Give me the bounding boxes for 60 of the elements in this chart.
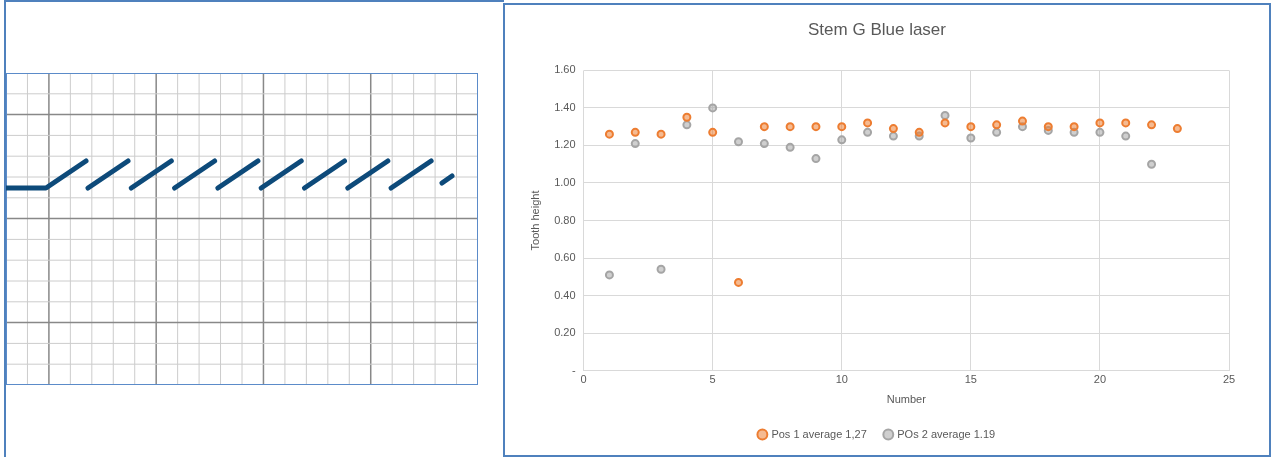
point bbox=[785, 142, 795, 152]
point bbox=[1069, 122, 1079, 132]
x-tick-label: 5 bbox=[709, 373, 716, 386]
y-tick-label: 0.80 bbox=[554, 213, 576, 226]
y-tick-label: 1.20 bbox=[554, 138, 576, 151]
point bbox=[656, 129, 666, 139]
x-tick-label: 0 bbox=[580, 373, 587, 386]
point bbox=[940, 110, 950, 120]
point bbox=[888, 131, 898, 141]
point bbox=[966, 122, 976, 132]
point bbox=[888, 124, 898, 134]
point bbox=[863, 118, 873, 128]
point bbox=[604, 129, 614, 139]
legend-label: Pos 1 average 1,27 bbox=[771, 427, 867, 440]
point bbox=[1147, 159, 1157, 169]
point bbox=[656, 264, 666, 274]
x-tick-label: 25 bbox=[1222, 373, 1236, 386]
y-tick-label: 0.40 bbox=[554, 288, 576, 301]
point bbox=[1121, 118, 1131, 128]
x-axis-title: Number bbox=[886, 393, 927, 406]
point bbox=[785, 122, 795, 132]
y-tick-label: 1.60 bbox=[554, 63, 576, 76]
point bbox=[863, 127, 873, 137]
point bbox=[1147, 120, 1157, 130]
y-tick-label: 1.00 bbox=[554, 176, 576, 189]
point bbox=[708, 103, 718, 113]
point bbox=[759, 122, 769, 132]
point bbox=[1121, 131, 1131, 141]
y-tick-label: 0.60 bbox=[554, 251, 576, 264]
point bbox=[811, 122, 821, 132]
point bbox=[914, 127, 924, 137]
point bbox=[992, 120, 1002, 130]
x-tick-label: 10 bbox=[835, 373, 848, 386]
point bbox=[734, 137, 743, 147]
point bbox=[1172, 124, 1182, 134]
point bbox=[630, 127, 640, 137]
y-tick-label: - bbox=[571, 363, 576, 376]
y-tick-label: 0.20 bbox=[554, 326, 576, 339]
point bbox=[1095, 118, 1105, 128]
point bbox=[759, 139, 769, 149]
point bbox=[708, 127, 718, 137]
y-tick-label: 1.40 bbox=[554, 100, 576, 113]
x-tick-label: 15 bbox=[964, 373, 977, 386]
chart-title: Stem G Blue laser bbox=[808, 19, 947, 39]
point bbox=[940, 118, 950, 128]
point bbox=[811, 154, 821, 164]
point bbox=[1017, 116, 1027, 126]
point bbox=[630, 139, 640, 149]
x-tick-label: 20 bbox=[1093, 373, 1107, 386]
point bbox=[1095, 127, 1105, 137]
legend-label: POs 2 average 1.19 bbox=[897, 427, 996, 440]
point bbox=[966, 133, 976, 143]
point bbox=[604, 270, 614, 280]
point bbox=[992, 127, 1002, 137]
point bbox=[682, 120, 692, 130]
point bbox=[682, 112, 692, 122]
y-axis-title: Tooth height bbox=[528, 190, 541, 251]
point bbox=[837, 122, 847, 132]
point bbox=[734, 277, 743, 287]
point bbox=[837, 135, 847, 145]
